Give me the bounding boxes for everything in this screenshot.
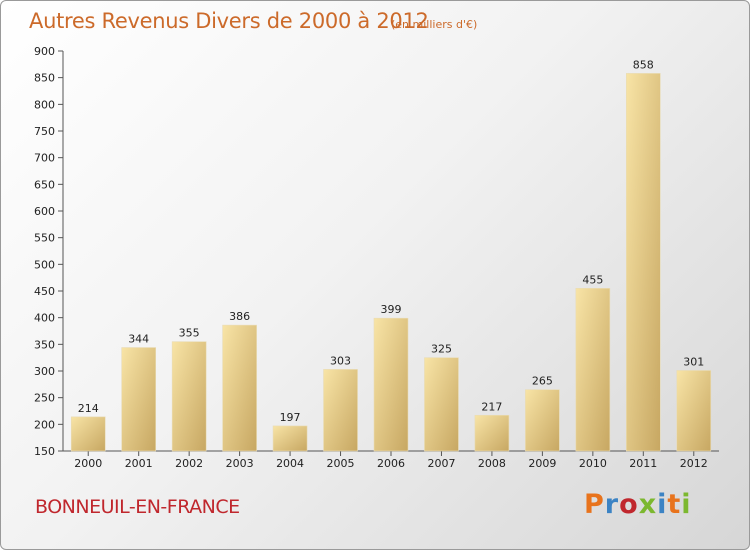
data-label-2006: 399 bbox=[381, 303, 402, 316]
x-tick-label-2010: 2010 bbox=[579, 457, 607, 470]
data-label-2009: 265 bbox=[532, 375, 553, 388]
data-label-2003: 386 bbox=[229, 310, 250, 323]
bar-2000 bbox=[70, 416, 106, 452]
logo-letter: i bbox=[681, 489, 692, 520]
bar-2002 bbox=[171, 341, 207, 452]
x-tick-label-2006: 2006 bbox=[377, 457, 405, 470]
data-label-2001: 344 bbox=[128, 333, 149, 346]
logo-letter: x bbox=[638, 489, 658, 520]
y-tick-label: 300 bbox=[34, 365, 55, 378]
data-label-2008: 217 bbox=[481, 400, 502, 413]
logo-letter: r bbox=[604, 489, 620, 520]
logo-letter: i bbox=[657, 489, 668, 520]
commune-name: BONNEUIL-EN-FRANCE bbox=[35, 496, 240, 518]
x-tick-label-2009: 2009 bbox=[528, 457, 556, 470]
y-tick-label: 600 bbox=[34, 205, 55, 218]
y-tick-label: 850 bbox=[34, 72, 55, 85]
data-label-2000: 214 bbox=[78, 402, 99, 415]
x-tick-label-2011: 2011 bbox=[629, 457, 657, 470]
bar-2010 bbox=[575, 288, 611, 452]
y-tick-label: 350 bbox=[34, 338, 55, 351]
bar-2011 bbox=[626, 73, 661, 452]
bar-2012 bbox=[676, 370, 712, 452]
y-tick-label: 750 bbox=[34, 125, 55, 138]
y-tick-label: 700 bbox=[34, 152, 55, 165]
bar-2003 bbox=[222, 324, 257, 452]
data-label-2007: 325 bbox=[431, 343, 452, 356]
x-tick-label-2008: 2008 bbox=[478, 457, 506, 470]
logo-letter: t bbox=[667, 489, 682, 520]
y-tick-label: 500 bbox=[34, 258, 55, 271]
y-tick-label: 550 bbox=[34, 232, 55, 245]
y-tick-label: 900 bbox=[34, 45, 55, 58]
proxiti-logo: Proxiti bbox=[584, 489, 692, 520]
x-tick-label-2005: 2005 bbox=[327, 457, 355, 470]
data-label-2012: 301 bbox=[683, 355, 704, 368]
x-tick-label-2012: 2012 bbox=[680, 457, 708, 470]
data-label-2002: 355 bbox=[179, 327, 200, 340]
bar-2009 bbox=[525, 389, 560, 452]
chart-subtitle: (en milliers d'€) bbox=[391, 18, 478, 31]
bar-2007 bbox=[424, 357, 459, 452]
x-tick-label-2001: 2001 bbox=[125, 457, 153, 470]
y-tick-label: 200 bbox=[34, 418, 55, 431]
data-label-2005: 303 bbox=[330, 354, 351, 367]
x-tick-label-2002: 2002 bbox=[175, 457, 203, 470]
chart-title: Autres Revenus Divers de 2000 à 2012 bbox=[29, 9, 429, 33]
x-tick-label-2007: 2007 bbox=[427, 457, 455, 470]
y-tick-label: 250 bbox=[34, 392, 55, 405]
data-label-2011: 858 bbox=[633, 58, 654, 71]
data-label-2010: 455 bbox=[582, 273, 603, 286]
y-tick-label: 400 bbox=[34, 312, 55, 325]
bar-2001 bbox=[121, 347, 156, 452]
y-tick-label: 800 bbox=[34, 98, 55, 111]
logo-letter: o bbox=[619, 489, 639, 520]
logo-letter: P bbox=[584, 489, 605, 520]
x-tick-label-2004: 2004 bbox=[276, 457, 304, 470]
y-tick-label: 650 bbox=[34, 178, 55, 191]
y-tick-label: 150 bbox=[34, 445, 55, 458]
data-label-2004: 197 bbox=[280, 411, 301, 424]
x-tick-label-2000: 2000 bbox=[74, 457, 102, 470]
bar-2005 bbox=[323, 369, 358, 452]
y-tick-label: 450 bbox=[34, 285, 55, 298]
bar-2008 bbox=[474, 414, 510, 452]
x-tick-label-2003: 2003 bbox=[226, 457, 254, 470]
bar-2004 bbox=[272, 425, 308, 452]
bar-2006 bbox=[373, 317, 409, 452]
